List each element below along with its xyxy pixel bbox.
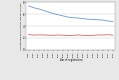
Males bbox=[68, 17, 69, 18]
Males bbox=[43, 10, 44, 11]
Y-axis label: Age-standardised mortality rate per 100,000: Age-standardised mortality rate per 100,… bbox=[20, 2, 22, 50]
Males bbox=[102, 20, 104, 21]
Line: Females: Females bbox=[29, 35, 113, 36]
Males bbox=[82, 18, 84, 19]
Females bbox=[112, 35, 114, 36]
Females bbox=[78, 34, 79, 35]
Females bbox=[38, 34, 39, 35]
Males bbox=[92, 19, 94, 20]
Males bbox=[107, 20, 109, 21]
Males bbox=[73, 17, 74, 18]
Females bbox=[33, 35, 34, 36]
Females bbox=[53, 35, 54, 36]
Females bbox=[87, 35, 89, 36]
Females bbox=[102, 34, 104, 35]
Males bbox=[58, 14, 59, 15]
Males bbox=[33, 7, 34, 8]
Males bbox=[28, 5, 29, 6]
Males bbox=[112, 21, 114, 22]
Females bbox=[63, 35, 64, 36]
Males bbox=[87, 19, 89, 20]
Females bbox=[92, 35, 94, 36]
Females bbox=[97, 34, 99, 35]
Females bbox=[58, 34, 59, 35]
Females bbox=[48, 35, 49, 36]
Females bbox=[82, 35, 84, 36]
Males bbox=[53, 13, 54, 14]
Males bbox=[38, 8, 39, 9]
Males bbox=[97, 19, 99, 20]
Females bbox=[73, 35, 74, 36]
Females bbox=[43, 34, 44, 35]
Males bbox=[48, 12, 49, 13]
Line: Males: Males bbox=[29, 6, 113, 22]
X-axis label: Year of registration: Year of registration bbox=[59, 58, 83, 62]
Females bbox=[28, 34, 29, 35]
Females bbox=[107, 34, 109, 35]
Females bbox=[68, 35, 69, 36]
